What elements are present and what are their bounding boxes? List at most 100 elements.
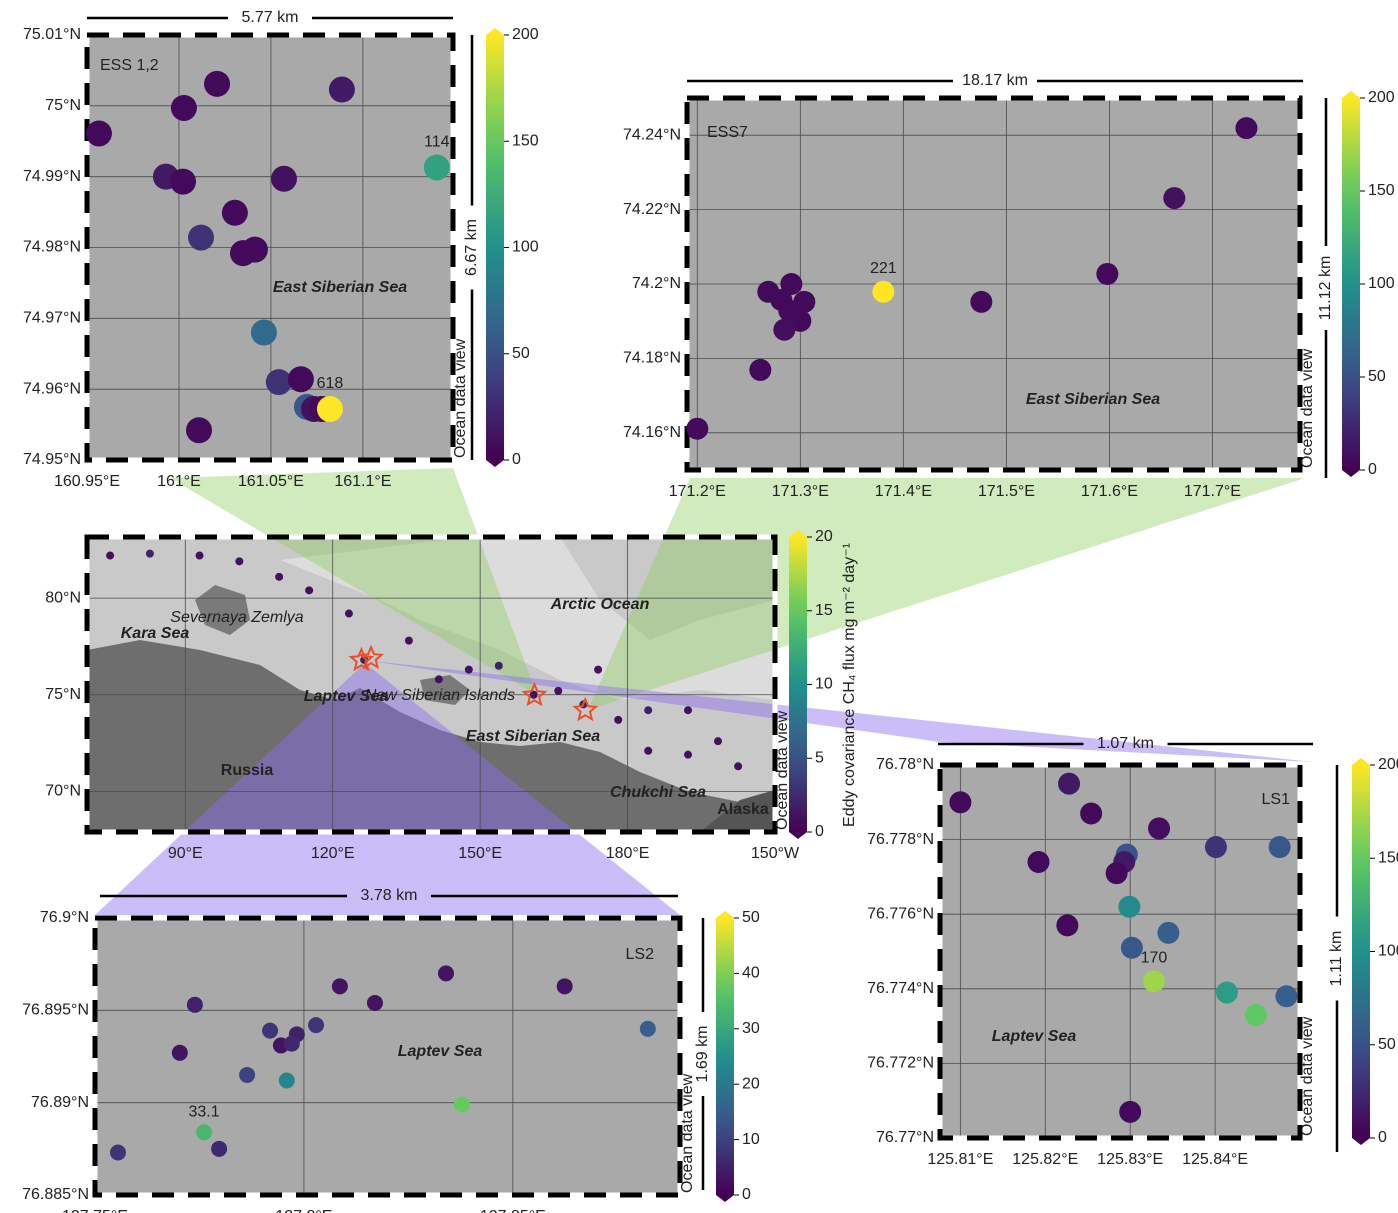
y-tick-label: 75.01°N — [23, 26, 81, 43]
data-point — [251, 320, 277, 346]
y-tick-label: 76.774°N — [867, 980, 934, 997]
credit: Ocean data view — [1299, 1016, 1316, 1136]
x-tick-label: 127.85°E — [480, 1208, 546, 1213]
colorbar-tick-label: 0 — [512, 451, 521, 468]
data-point — [367, 995, 383, 1011]
y-tick-label: 74.99°N — [23, 168, 81, 185]
data-point — [1056, 914, 1078, 936]
x-tick-label: 171.6°E — [1081, 483, 1138, 500]
panel-title: ESS 1,2 — [100, 57, 159, 74]
y-tick-label: 74.96°N — [23, 380, 81, 397]
y-tick-label: 74.2°N — [632, 275, 681, 292]
data-point — [644, 747, 652, 755]
data-point — [554, 687, 562, 695]
colorbar-cap — [716, 1195, 734, 1202]
data-point — [317, 396, 343, 422]
colorbar-tick-label: 150 — [512, 132, 539, 149]
data-point — [594, 666, 602, 674]
data-point — [405, 637, 413, 645]
data-point — [279, 1073, 295, 1089]
data-point — [332, 978, 348, 994]
x-tick-label: 127.8°E — [275, 1208, 332, 1213]
region-label: Laptev Sea — [398, 1043, 483, 1060]
colorbar-tick-label: 5 — [815, 749, 824, 766]
data-point — [1096, 263, 1118, 285]
x-tick-label: 171.4°E — [875, 483, 932, 500]
map-label: Russia — [221, 762, 274, 779]
panel-title: LS1 — [1262, 791, 1291, 808]
data-point — [345, 610, 353, 618]
data-point — [684, 751, 692, 759]
value-label: 221 — [870, 260, 897, 277]
data-point — [557, 978, 573, 994]
data-point — [106, 552, 114, 560]
colorbar-tick-label: 200 — [1368, 89, 1395, 106]
colorbar-tick-label: 150 — [1368, 182, 1395, 199]
map-label: New Siberian Islands — [365, 687, 515, 704]
data-point — [284, 1036, 300, 1052]
data-point — [288, 366, 314, 392]
data-point — [970, 291, 992, 313]
data-point — [1275, 985, 1297, 1007]
data-point — [1119, 1101, 1141, 1123]
y-tick-label: 75°N — [45, 97, 81, 114]
data-point — [949, 791, 971, 813]
data-point — [495, 662, 503, 670]
data-point — [262, 1023, 278, 1039]
scale-label: 1.11 km — [1328, 931, 1345, 987]
y-tick-label: 76.772°N — [867, 1055, 934, 1072]
data-point — [266, 369, 292, 395]
colorbar-tick-label: 15 — [815, 602, 833, 619]
x-tick-label: 161°E — [157, 473, 201, 490]
data-point — [1245, 1004, 1267, 1026]
data-point — [187, 997, 203, 1013]
y-tick-label: 74.95°N — [23, 451, 81, 468]
y-tick-label: 76.885°N — [22, 1186, 89, 1203]
colorbar-tick-label: 0 — [815, 823, 824, 840]
colorbar-tick-label: 0 — [1368, 461, 1377, 478]
colorbar-tick-label: 100 — [1378, 943, 1398, 960]
scale-label: 5.77 km — [242, 9, 299, 26]
data-point — [211, 1141, 227, 1157]
y-tick-label: 76.78°N — [876, 756, 934, 773]
x-tick-label: 150°W — [751, 845, 800, 862]
colorbar — [789, 537, 807, 832]
colorbar-tick-label: 30 — [742, 1020, 760, 1037]
data-point — [1148, 817, 1170, 839]
colorbar-tick-label: 20 — [815, 528, 833, 545]
colorbar-tick-label: 10 — [815, 676, 833, 693]
plot-background — [940, 765, 1300, 1138]
colorbar-cap — [486, 28, 504, 35]
panel-title: LS2 — [626, 946, 655, 963]
data-point — [686, 418, 708, 440]
colorbar-cap — [486, 460, 504, 467]
map-label: Chukchi Sea — [610, 784, 706, 801]
data-point — [146, 550, 154, 558]
data-point — [1269, 836, 1291, 858]
data-point — [1143, 970, 1165, 992]
scale-label: 1.69 km — [694, 1026, 711, 1083]
colorbar-tick-label: 50 — [742, 909, 760, 926]
data-point — [196, 552, 204, 560]
y-tick-label: 74.16°N — [623, 424, 681, 441]
value-label: 170 — [1141, 950, 1168, 967]
y-tick-label: 76.9°N — [40, 909, 89, 926]
colorbar-tick-label: 20 — [742, 1075, 760, 1092]
y-tick-label: 75°N — [45, 686, 81, 703]
value-label: 33.1 — [188, 1103, 219, 1120]
data-point — [170, 169, 196, 195]
data-point — [242, 237, 268, 263]
data-point — [1027, 851, 1049, 873]
colorbar-tick-label: 0 — [742, 1186, 751, 1203]
x-tick-label: 125.83°E — [1097, 1151, 1163, 1168]
panel: 127.75°E127.8°E127.85°E76.9°N76.895°N76.… — [22, 887, 760, 1213]
data-point — [305, 586, 313, 594]
scale-label: 18.17 km — [962, 72, 1028, 89]
scale-label: 1.07 km — [1097, 735, 1154, 752]
x-tick-label: 120°E — [311, 845, 355, 862]
x-tick-label: 171.3°E — [772, 483, 829, 500]
scale-label: 3.78 km — [361, 887, 418, 904]
